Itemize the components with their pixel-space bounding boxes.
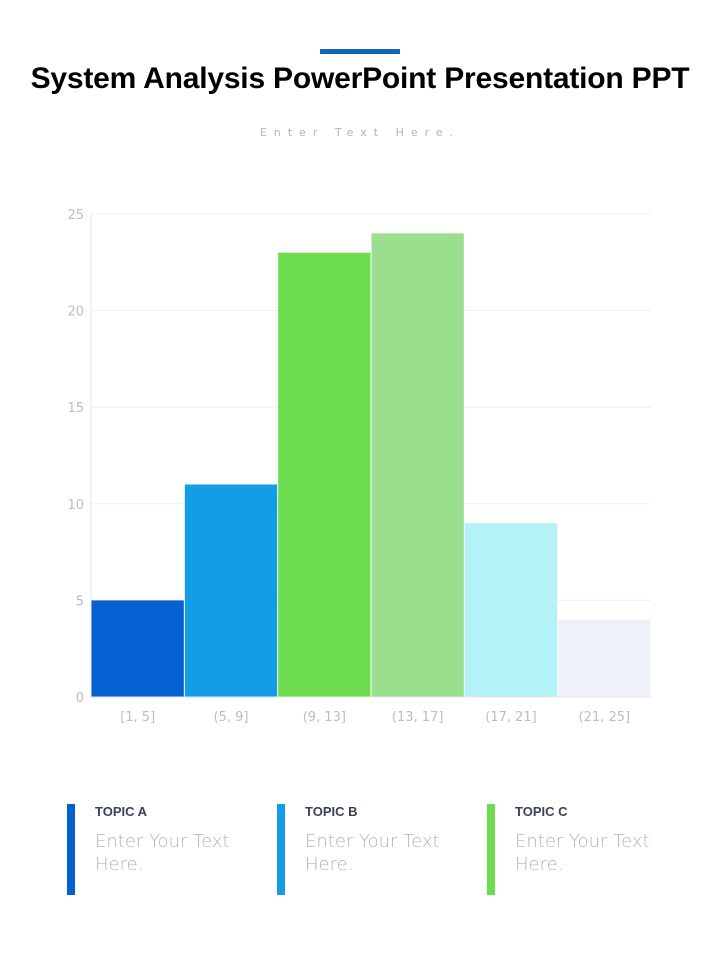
x-tick-label: [1, 5]: [120, 710, 155, 725]
histogram-bar: [184, 484, 278, 697]
y-tick-label: 10: [67, 498, 84, 513]
y-tick-label: 0: [76, 691, 84, 706]
x-tick-label: (13, 17]: [392, 710, 444, 725]
topic-a-heading: TOPIC A: [95, 804, 148, 819]
page-subtitle: Enter Text Here.: [259, 126, 461, 139]
topic-a-stripe: [67, 804, 75, 895]
topic-c-block: TOPIC C Enter Your Text Here.: [487, 804, 677, 895]
topic-c-heading: TOPIC C: [515, 804, 568, 819]
topic-b-block: TOPIC B Enter Your Text Here.: [277, 804, 467, 895]
topic-a-text: Enter Your Text Here.: [95, 831, 230, 875]
x-tick-label: (21, 25]: [579, 710, 631, 725]
x-tick-label: (5, 9]: [214, 710, 249, 725]
y-tick-label: 15: [67, 401, 84, 416]
topic-c-stripe: [487, 804, 495, 895]
y-tick-label: 5: [76, 594, 84, 609]
y-tick-label: 20: [67, 305, 84, 320]
topic-a-block: TOPIC A Enter Your Text Here.: [67, 804, 257, 895]
histogram-bar: [558, 619, 651, 697]
topic-b-text: Enter Your Text Here.: [305, 831, 440, 875]
histogram-bar: [464, 523, 558, 697]
topic-b-stripe: [277, 804, 285, 895]
title-accent-bar: [320, 49, 400, 54]
x-tick-label: (17, 21]: [485, 710, 537, 725]
histogram-bar: [278, 252, 371, 697]
topic-c-text: Enter Your Text Here.: [515, 831, 650, 875]
x-tick-label: (9, 13]: [303, 710, 346, 725]
page-title: System Analysis PowerPoint Presentation …: [30, 62, 690, 95]
histogram-bar: [371, 233, 464, 697]
topic-b-heading: TOPIC B: [305, 804, 358, 819]
y-tick-label: 25: [67, 208, 84, 223]
histogram-chart: 0 5 10 15 20 25 [1, 5] (5, 9] (9, 13] (13, 17] (17…: [67, 208, 651, 725]
histogram-bar: [91, 600, 184, 697]
